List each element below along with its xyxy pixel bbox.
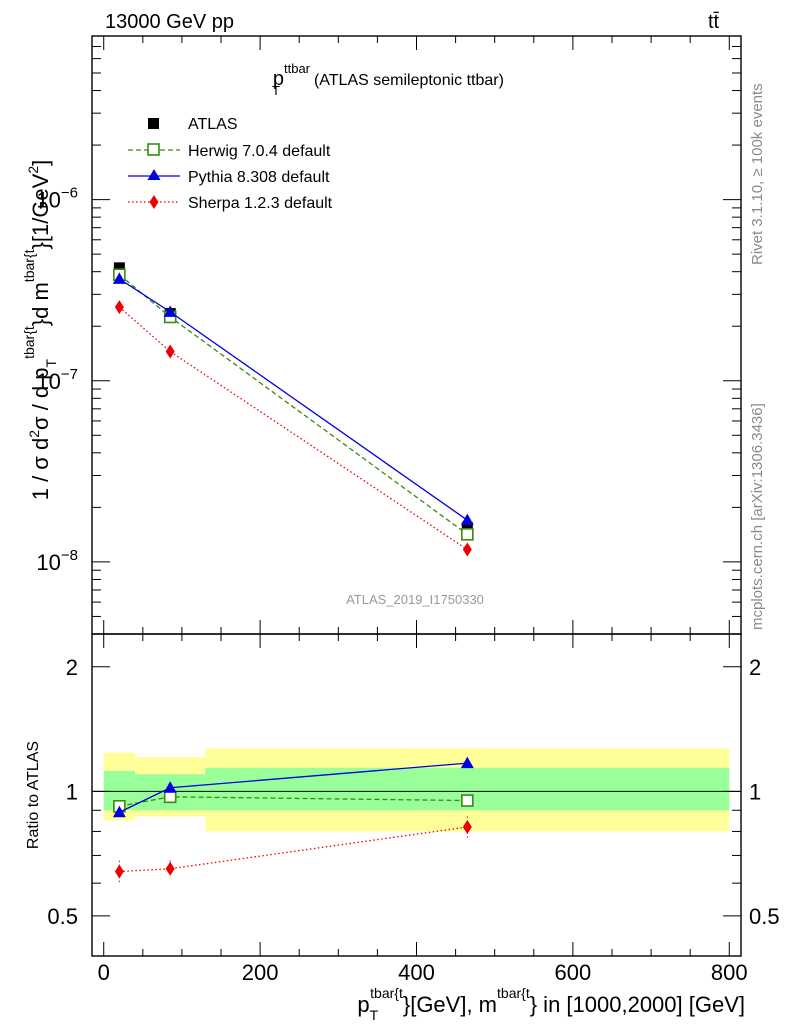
ratio-point-1 [460,756,474,769]
legend: ATLAS Herwig 7.0.4 default Pythia 8.308 … [128,116,333,212]
x-tick-label: 600 [555,960,592,985]
ratio-point-0 [163,790,177,804]
x-tick-label: 400 [398,960,435,985]
legend-label-herwig: Herwig 7.0.4 default [188,143,331,160]
y-tick-label-ratio-left: 2 [66,655,78,680]
data-point-3 [114,300,124,315]
ratio-series [112,756,474,884]
data-point-3 [462,542,472,557]
ratio-point-2 [165,861,175,876]
ratio-point-1 [112,805,126,818]
x-tick-label: 0 [98,960,110,985]
plot-title-sub: T [272,83,280,98]
header-process: tt̄ [708,11,720,33]
main-series [112,262,474,557]
ratio-line-2 [119,826,468,873]
ratio-bands [92,748,741,832]
legend-marker-pythia [147,169,161,180]
y-tick-label-ratio-right: 1 [749,779,761,804]
plot-title-rest: (ATLAS semileptonic ttbar) [314,72,504,89]
legend-marker-atlas [148,118,159,129]
y-tick-label-ratio-right: 0.5 [749,904,780,929]
plot-title-sup: ttbar [284,61,311,76]
data-point-1 [461,528,474,541]
axis-ticks: 0 200 400 600 800 10−6 10−7 10−8 2 2 1 1 0.5 0.5 [36,35,780,985]
data-point-3 [165,344,175,359]
legend-label-sherpa: Sherpa 1.2.3 default [188,195,333,212]
legend-label-pythia: Pythia 8.308 default [188,169,330,186]
ratio-point-1 [163,781,177,793]
series-line-3 [118,306,468,551]
ratio-point-2 [114,864,124,879]
plot-title: pttbar T (ATLAS semileptonic ttbar) [272,61,504,98]
ratio-point-0 [461,794,474,807]
x-axis-label: pTtbar{t}[GeV], mtbar{t} in [1000,2000] … [357,985,745,1023]
y-axis-label-main: 1 / σ d2σ / d pTtbar{t}d mtbar{t}[1/GeV2… [21,160,59,501]
x-tick-label: 200 [242,960,279,985]
mcplots-label: mcplots.cern.ch [arXiv:1306.3436] [749,403,766,630]
data-point-0 [461,521,473,533]
legend-marker-herwig [147,143,160,156]
data-point-2 [460,513,474,526]
analysis-watermark: ATLAS_2019_I1750330 [346,592,484,607]
y-tick-label-ratio-left: 1 [66,779,78,804]
legend-marker-sherpa [149,195,159,209]
data-point-0 [113,262,125,274]
data-point-2 [112,272,126,284]
y-tick-label-main: 10−6 [36,185,78,213]
y-tick-label-ratio-left: 0.5 [47,904,78,929]
plot-title-main: p [273,68,284,90]
y-tick-label-main: 10−8 [36,547,78,575]
data-point-2 [163,305,177,317]
rivet-label: Rivet 3.1.10, ≥ 100k events [749,83,766,265]
x-tick-label: 800 [711,960,748,985]
header-energy: 13000 GeV pp [105,11,234,33]
y-tick-label-main: 10−7 [36,366,78,394]
ratio-point-2 [462,819,472,834]
legend-label-atlas: ATLAS [188,116,238,133]
y-tick-label-ratio-right: 2 [749,655,761,680]
y-axis-label-ratio: Ratio to ATLAS [25,741,42,849]
